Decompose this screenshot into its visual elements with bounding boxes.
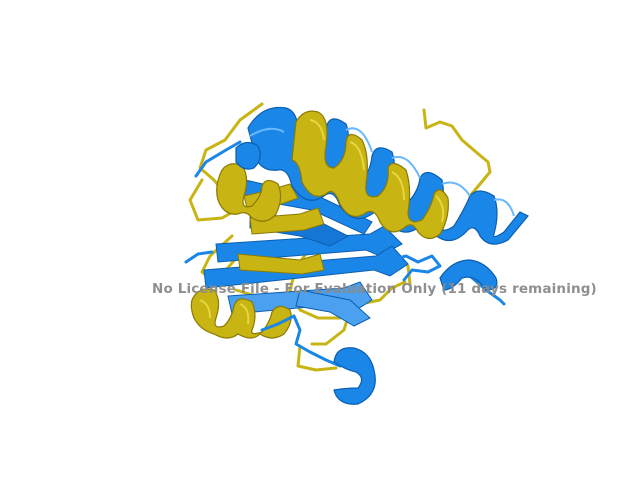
evaluation-watermark: No License File - For Evaluation Only (1… (152, 281, 597, 297)
chain-a-helix-bottom (333, 347, 376, 405)
chain-a-coils (184, 140, 506, 368)
chain-a-helix-right (439, 259, 498, 291)
beta-strand (295, 289, 371, 327)
chain-a-helix-left-top (235, 141, 261, 170)
chain-b-helix-top (291, 110, 449, 240)
beta-strand (237, 253, 325, 275)
beta-strand (249, 207, 325, 235)
chain-b-helix-left (216, 163, 282, 222)
chain-b-helix-bottom-left (190, 288, 292, 339)
